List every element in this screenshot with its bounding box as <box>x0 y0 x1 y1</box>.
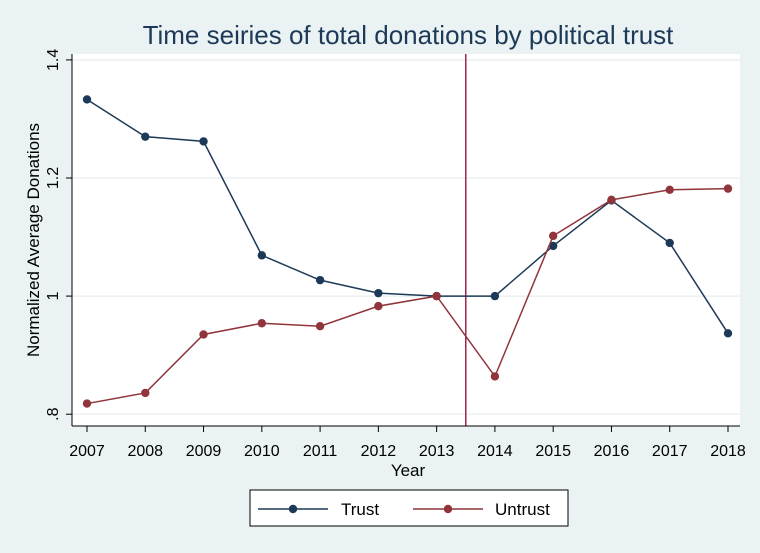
series-untrust <box>82 184 733 408</box>
series-line-trust <box>86 98 729 334</box>
chart-title: Time seiries of total donations by polit… <box>143 20 675 50</box>
data-point-trust <box>548 241 558 251</box>
data-point-untrust <box>607 195 616 205</box>
legend: Trust Untrust <box>249 489 569 527</box>
x-tick-label: 2018 <box>710 443 746 460</box>
series-line-untrust <box>86 187 729 405</box>
data-point-trust <box>257 251 267 260</box>
data-point-trust <box>723 329 733 338</box>
data-point-trust <box>82 95 92 104</box>
x-tick-label: 2011 <box>303 443 338 460</box>
gridlines <box>72 59 740 415</box>
data-point-trust <box>141 132 150 141</box>
data-point-untrust <box>374 301 383 311</box>
x-axis-label: Year <box>391 461 426 480</box>
y-tick-label: 1 <box>45 292 62 301</box>
series-layer <box>82 95 733 408</box>
data-point-trust <box>490 291 500 301</box>
x-tick-label: 2017 <box>652 443 688 460</box>
x-tick-label: 2009 <box>186 443 222 460</box>
x-tick-label: 2008 <box>127 443 163 460</box>
x-tick-label: 2014 <box>477 443 513 460</box>
data-point-trust <box>665 238 674 248</box>
x-tick-label: 2007 <box>69 443 105 460</box>
data-point-trust <box>315 275 325 285</box>
x-tick-label: 2012 <box>361 443 397 460</box>
data-point-untrust <box>315 322 325 331</box>
data-point-trust <box>199 137 208 146</box>
x-tick-label: 2016 <box>594 443 630 460</box>
y-tick-label: 1.2 <box>45 167 62 189</box>
x-tick-label: 2013 <box>419 443 455 460</box>
legend-swatch-marker <box>288 504 298 514</box>
data-point-untrust <box>82 399 92 408</box>
y-tick-label: .8 <box>45 407 62 420</box>
data-point-untrust <box>490 372 500 381</box>
x-tick-label: 2010 <box>244 443 280 460</box>
legend-swatch-marker <box>443 504 453 514</box>
legend-label-untrust: Untrust <box>495 500 550 519</box>
plot-area <box>72 54 740 426</box>
data-point-untrust <box>141 388 150 398</box>
x-tick-label: 2015 <box>535 443 571 460</box>
y-tick-label: 1.4 <box>45 49 62 71</box>
data-point-trust <box>374 288 383 298</box>
data-point-untrust <box>548 231 558 241</box>
data-point-untrust <box>199 330 208 339</box>
data-point-untrust <box>665 185 674 195</box>
data-point-untrust <box>257 319 267 328</box>
axes: .8 1 1.2 1.4 2007 2008 2009 2010 2011 2012 2013 201… <box>45 49 746 460</box>
y-axis-label: Normalized Average Donations <box>24 123 43 357</box>
legend-label-trust: Trust <box>341 500 379 519</box>
data-point-untrust <box>432 291 441 301</box>
legend-box <box>249 489 569 527</box>
data-point-untrust <box>723 184 733 193</box>
